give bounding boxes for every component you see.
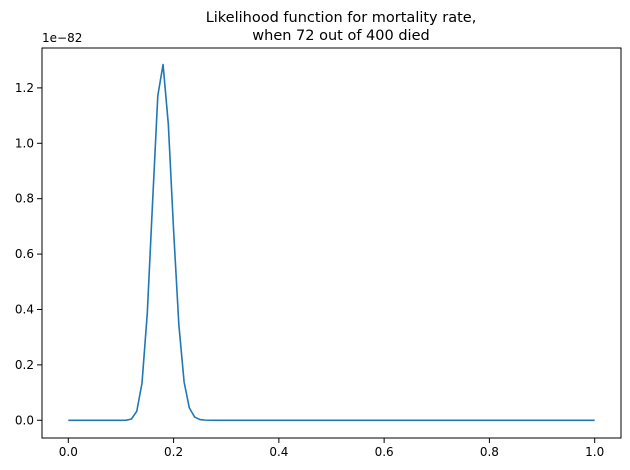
y-axis-ticks: 0.0 0.2 0.4 0.6 0.8 1.0 1.2 bbox=[15, 81, 42, 427]
y-tick-label: 0.0 bbox=[15, 413, 34, 427]
chart-title-line-1: Likelihood function for mortality rate, bbox=[206, 10, 477, 26]
y-tick-label: 0.2 bbox=[15, 358, 34, 372]
y-tick-label: 0.6 bbox=[15, 247, 34, 261]
x-tick-label: 0.4 bbox=[269, 445, 288, 459]
x-tick-label: 0.8 bbox=[480, 445, 499, 459]
y-tick-label: 0.8 bbox=[15, 192, 34, 206]
chart-title-line-2: when 72 out of 400 died bbox=[252, 28, 429, 44]
series-layer bbox=[68, 63, 595, 422]
y-axis-offset-label: 1e−82 bbox=[42, 31, 82, 45]
y-tick-label: 1.0 bbox=[15, 136, 34, 150]
x-tick-label: 1.0 bbox=[585, 445, 604, 459]
x-tick-label: 0.0 bbox=[59, 445, 78, 459]
x-axis-ticks: 0.0 0.2 0.4 0.6 0.8 1.0 bbox=[59, 438, 604, 459]
plot-frame bbox=[41, 47, 622, 439]
x-tick-label: 0.6 bbox=[375, 445, 394, 459]
y-tick-label: 0.4 bbox=[15, 302, 34, 316]
likelihood-series-line bbox=[68, 63, 595, 422]
x-tick-label: 0.2 bbox=[164, 445, 183, 459]
y-tick-label: 1.2 bbox=[15, 81, 34, 95]
